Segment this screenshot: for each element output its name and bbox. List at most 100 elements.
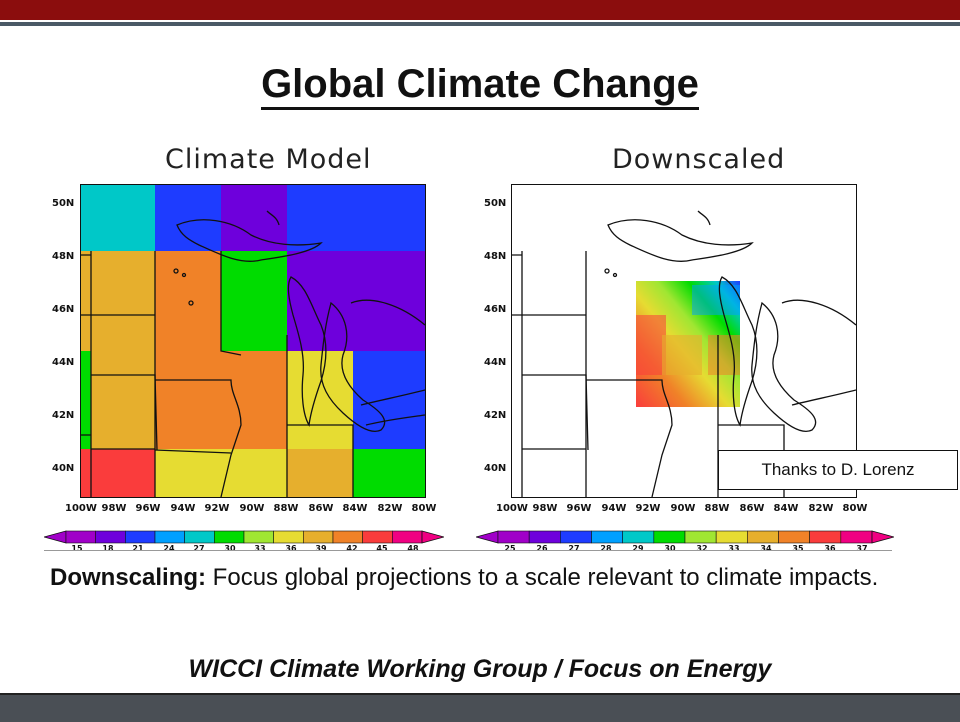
lon-label: 88W — [704, 503, 730, 514]
colorbar-tick: 36 — [285, 544, 297, 553]
colorbar-tick: 48 — [407, 544, 419, 553]
left-colorbar — [44, 530, 444, 544]
lat-label: 48N — [484, 251, 507, 262]
lon-label: 86W — [739, 503, 765, 514]
lon-label: 90W — [239, 503, 265, 514]
downscaled-grid — [512, 210, 856, 497]
colorbar-tick: 24 — [163, 544, 175, 553]
lon-label: 86W — [308, 503, 334, 514]
lon-label: 94W — [601, 503, 627, 514]
lon-label: 92W — [635, 503, 661, 514]
bottom-banner — [0, 693, 960, 722]
lat-label: 44N — [484, 357, 507, 368]
lat-label: 44N — [52, 357, 75, 368]
colorbar-segment — [653, 530, 686, 544]
lat-label: 46N — [484, 304, 507, 315]
colorbar-segment — [95, 530, 126, 544]
footer-caption: WICCI Climate Working Group / Focus on E… — [188, 655, 772, 683]
colorbar-segment — [497, 530, 530, 544]
colorbar-tick: 15 — [71, 544, 83, 553]
colorbar-segment — [243, 530, 274, 544]
lon-label: 100W — [496, 503, 528, 514]
downscaled-map — [511, 184, 857, 498]
colorbar-segment — [362, 530, 393, 544]
colorbar-segment — [715, 530, 748, 544]
lon-label: 100W — [65, 503, 97, 514]
colorbar-segment — [65, 530, 96, 544]
colorbar-tick: 27 — [193, 544, 205, 553]
right-map-title: Downscaled — [612, 144, 786, 175]
colorbar-segment — [809, 530, 842, 544]
lon-label: 84W — [342, 503, 368, 514]
colorbar-tick: 28 — [600, 544, 612, 553]
colorbar-tick: 18 — [102, 544, 114, 553]
colorbar-tick: 32 — [696, 544, 708, 553]
lon-label: 92W — [204, 503, 230, 514]
lat-label: 42N — [484, 410, 507, 421]
colorbar-tick: 36 — [824, 544, 836, 553]
lat-label: 50N — [52, 198, 75, 209]
colorbar-segment — [154, 530, 185, 544]
lat-label: 50N — [484, 198, 507, 209]
colorbar-segment — [840, 530, 873, 544]
colorbar-tick: 27 — [568, 544, 580, 553]
colorbar-tick: 33 — [728, 544, 740, 553]
colorbar-segment — [528, 530, 561, 544]
colorbar-tick: 35 — [792, 544, 804, 553]
lon-label: 98W — [101, 503, 127, 514]
colorbar-segment — [591, 530, 623, 544]
lon-label: 82W — [808, 503, 834, 514]
top-banner — [0, 0, 960, 20]
colorbar-segment — [273, 530, 304, 544]
colorbar-tick: 45 — [376, 544, 388, 553]
colorbar-segment — [622, 530, 655, 544]
lon-label: 96W — [566, 503, 592, 514]
lon-label: 90W — [670, 503, 696, 514]
colorbar-tick: 34 — [760, 544, 772, 553]
lon-label: 96W — [135, 503, 161, 514]
colorbar-tick: 42 — [346, 544, 358, 553]
colorbar-segment — [747, 530, 779, 544]
colorbar-tick: 26 — [536, 544, 548, 553]
colorbar-segment — [560, 530, 592, 544]
colorbar-tick: 29 — [632, 544, 644, 553]
lon-label: 98W — [532, 503, 558, 514]
lat-label: 40N — [52, 463, 75, 474]
body-description: Focus global projections to a scale rele… — [206, 564, 879, 591]
climate-model-grid — [81, 185, 425, 497]
colorbar-segment — [184, 530, 215, 544]
lon-label: 80W — [842, 503, 868, 514]
lat-label: 42N — [52, 410, 75, 421]
body-bold-term: Downscaling: — [50, 564, 207, 591]
colorbar-tick: 25 — [504, 544, 516, 553]
top-divider — [0, 22, 960, 26]
colorbar-tick: 30 — [664, 544, 676, 553]
lon-label: 82W — [377, 503, 403, 514]
colorbar-segment — [332, 530, 363, 544]
colorbar-segment — [125, 530, 156, 544]
lon-label: 80W — [411, 503, 437, 514]
colorbar-segment — [214, 530, 245, 544]
colorbar-tick: 30 — [224, 544, 236, 553]
colorbar-segment — [392, 530, 423, 544]
slide-title: Global Climate Change — [0, 62, 960, 110]
colorbar-tick: 21 — [132, 544, 144, 553]
colorbar-tick: 33 — [254, 544, 266, 553]
colorbar-segment — [684, 530, 717, 544]
colorbar-tick: 39 — [315, 544, 327, 553]
lon-label: 84W — [773, 503, 799, 514]
colorbar-divider — [44, 550, 892, 551]
colorbar-segment — [778, 530, 810, 544]
right-colorbar — [476, 530, 894, 544]
lat-label: 46N — [52, 304, 75, 315]
lon-label: 88W — [273, 503, 299, 514]
climate-model-map — [80, 184, 426, 498]
lon-label: 94W — [170, 503, 196, 514]
body-text: Downscaling: Focus global projections to… — [50, 560, 890, 595]
lat-label: 40N — [484, 463, 507, 474]
left-map-title: Climate Model — [165, 144, 372, 175]
colorbar-tick: 37 — [856, 544, 868, 553]
lat-label: 48N — [52, 251, 75, 262]
colorbar-segment — [303, 530, 334, 544]
credit-box: Thanks to D. Lorenz — [718, 450, 958, 490]
